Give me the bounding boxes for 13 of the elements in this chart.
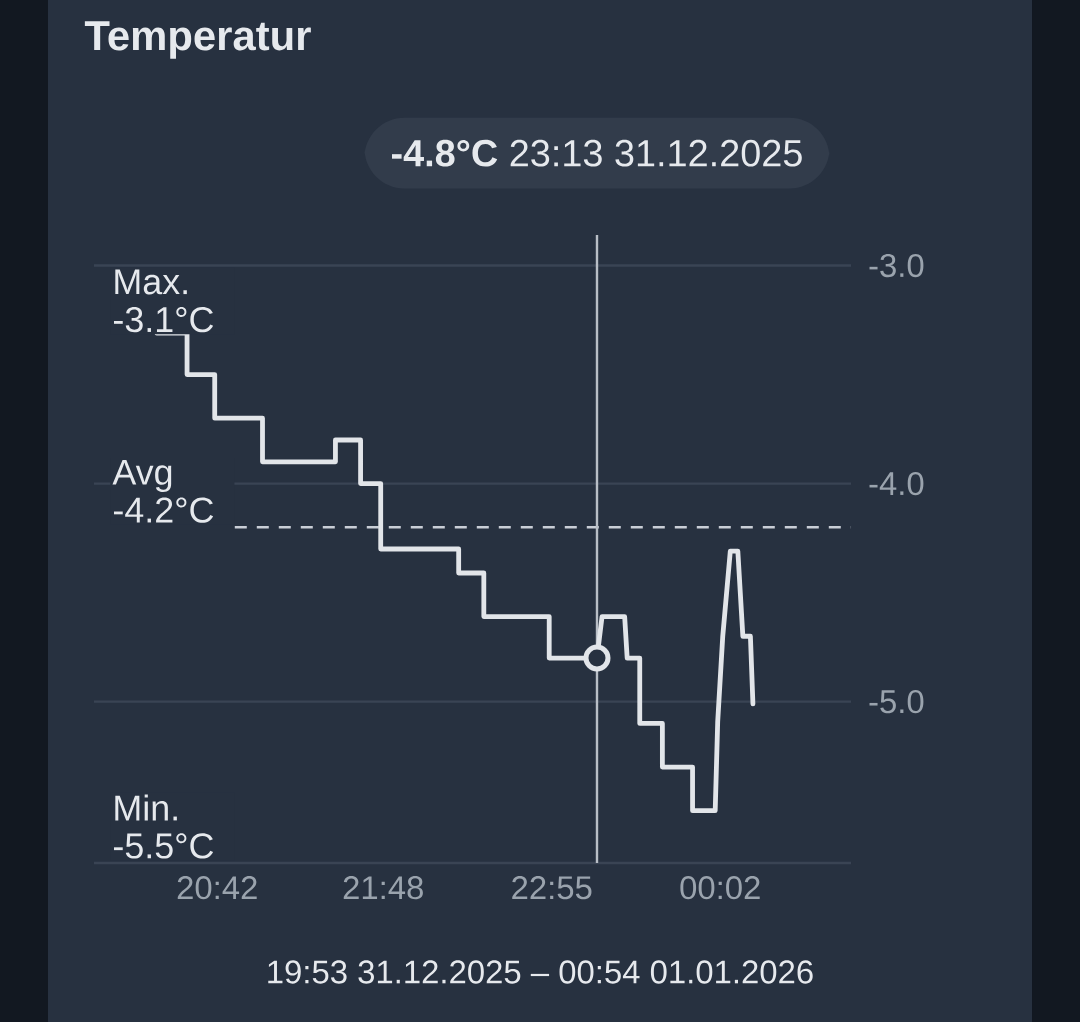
y-tick-label: -3.0	[869, 253, 924, 278]
chart-title: Temperatur	[84, 21, 311, 59]
y-tick-label: -5.0	[869, 690, 924, 714]
x-tick-label: 22:55	[512, 876, 592, 900]
text: -4.8°C 23:13 31.12.2025	[391, 139, 802, 167]
text: 19:53 31.12.2025 – 00:54 01.01.2026	[268, 960, 813, 984]
x-tick-label: 00:02	[680, 876, 760, 900]
annotation: Max. -3.1°C	[113, 269, 214, 333]
ref-line-label: Avg -4.2°C	[112, 459, 214, 523]
x-tick-label: 20:42	[177, 876, 257, 900]
annotation: Min. -5.5°C	[113, 794, 214, 859]
x-tick-label: 21:48	[343, 876, 423, 900]
y-tick-label: -4.0	[869, 471, 924, 496]
